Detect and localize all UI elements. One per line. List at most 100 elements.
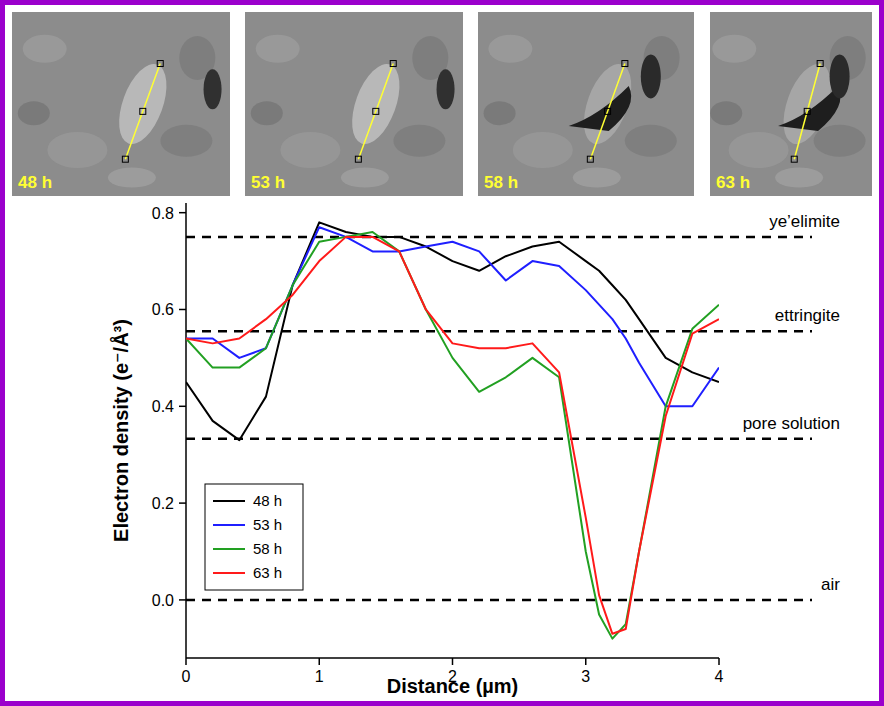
texture (484, 101, 516, 125)
figure-border (3, 3, 882, 704)
figure: 48 h 53 h 58 h 63 h ye’elimite ettringite pore… (0, 0, 884, 706)
micrograph (12, 12, 230, 196)
texture (341, 168, 389, 188)
profile-line (794, 64, 820, 160)
void (569, 86, 632, 131)
void (204, 69, 222, 109)
panel-label: 48 h (18, 173, 52, 192)
profile-handle (622, 61, 628, 67)
profile-handle (140, 108, 146, 114)
profile-handle (817, 61, 823, 67)
series-line (186, 222, 719, 440)
legend-label: 58 h (253, 540, 282, 557)
void (778, 86, 841, 131)
profile-line (590, 64, 625, 160)
legend-box (205, 484, 303, 590)
legend-swatch (213, 524, 245, 526)
texture (108, 168, 156, 188)
y-tick (179, 599, 186, 601)
x-tick-label: 3 (581, 668, 590, 685)
series-line (186, 227, 719, 406)
x-tick-label: 0 (182, 668, 191, 685)
texture (256, 35, 300, 63)
panel-label: 58 h (484, 173, 518, 192)
grain (110, 58, 176, 151)
texture (160, 125, 212, 157)
texture (712, 35, 756, 63)
grain (574, 58, 640, 151)
legend-swatch (213, 572, 245, 574)
profile-line (125, 64, 160, 160)
texture (729, 132, 789, 168)
profile-line (358, 64, 393, 160)
y-tick (179, 502, 186, 504)
legend-label: 63 h (253, 564, 282, 581)
micrograph (478, 12, 694, 196)
y-axis (185, 203, 187, 658)
legend-swatch (213, 500, 245, 502)
reference-line (186, 437, 812, 440)
image-panel (12, 12, 230, 196)
panel-label: 63 h (716, 173, 750, 192)
annotation: pore solution (743, 414, 840, 433)
y-tick-label: 0.2 (152, 495, 174, 512)
texture (573, 168, 621, 188)
void (437, 69, 455, 109)
micrograph (245, 12, 463, 196)
texture (18, 101, 50, 125)
profile-handle (157, 61, 163, 67)
annotation: air (821, 575, 840, 594)
x-tick (585, 658, 587, 665)
panel-label: 53 h (251, 173, 285, 192)
image-panel (710, 12, 872, 196)
series-line (186, 237, 719, 634)
y-axis-title: Electron density (e⁻/Å³) (109, 319, 132, 542)
legend-label: 53 h (253, 516, 282, 533)
y-tick-label: 0.6 (152, 301, 174, 318)
x-tick (718, 658, 720, 665)
y-tick-label: 0.4 (152, 398, 174, 415)
profile-handle (605, 108, 611, 114)
micrograph (710, 12, 872, 196)
profile-handle (587, 156, 593, 162)
y-tick-label: 0.0 (152, 592, 174, 609)
texture (47, 132, 107, 168)
x-tick (185, 658, 187, 665)
x-tick (452, 658, 454, 665)
void (830, 54, 850, 98)
y-tick (179, 406, 186, 408)
y-tick (179, 212, 186, 214)
legend-label: 48 h (253, 492, 282, 509)
annotation: ye’elimite (769, 212, 840, 231)
profile-handle (373, 108, 379, 114)
image-panel (245, 12, 463, 196)
background (0, 0, 884, 706)
texture (393, 125, 445, 157)
y-tick (179, 309, 186, 311)
profile-handle (355, 156, 361, 162)
texture (710, 101, 742, 125)
annotation: ettringite (775, 306, 840, 325)
y-tick-label: 0.8 (152, 205, 174, 222)
profile-handle (804, 108, 810, 114)
series-line (186, 232, 719, 639)
legend-swatch (213, 548, 245, 550)
reference-line (186, 599, 812, 602)
profile-handle (122, 156, 128, 162)
grain (343, 58, 409, 151)
texture (775, 168, 823, 188)
texture (488, 35, 532, 63)
texture (251, 101, 283, 125)
void (641, 54, 661, 98)
profile-handle (390, 61, 396, 67)
x-axis-title: Distance (µm) (387, 675, 519, 697)
x-tick-label: 1 (315, 668, 324, 685)
lines (186, 222, 719, 638)
reference-line (186, 236, 812, 239)
texture (625, 125, 677, 157)
texture (23, 35, 67, 63)
profile-handle (791, 156, 797, 162)
texture (280, 132, 340, 168)
image-panel (478, 12, 694, 196)
reference-line (186, 330, 812, 333)
